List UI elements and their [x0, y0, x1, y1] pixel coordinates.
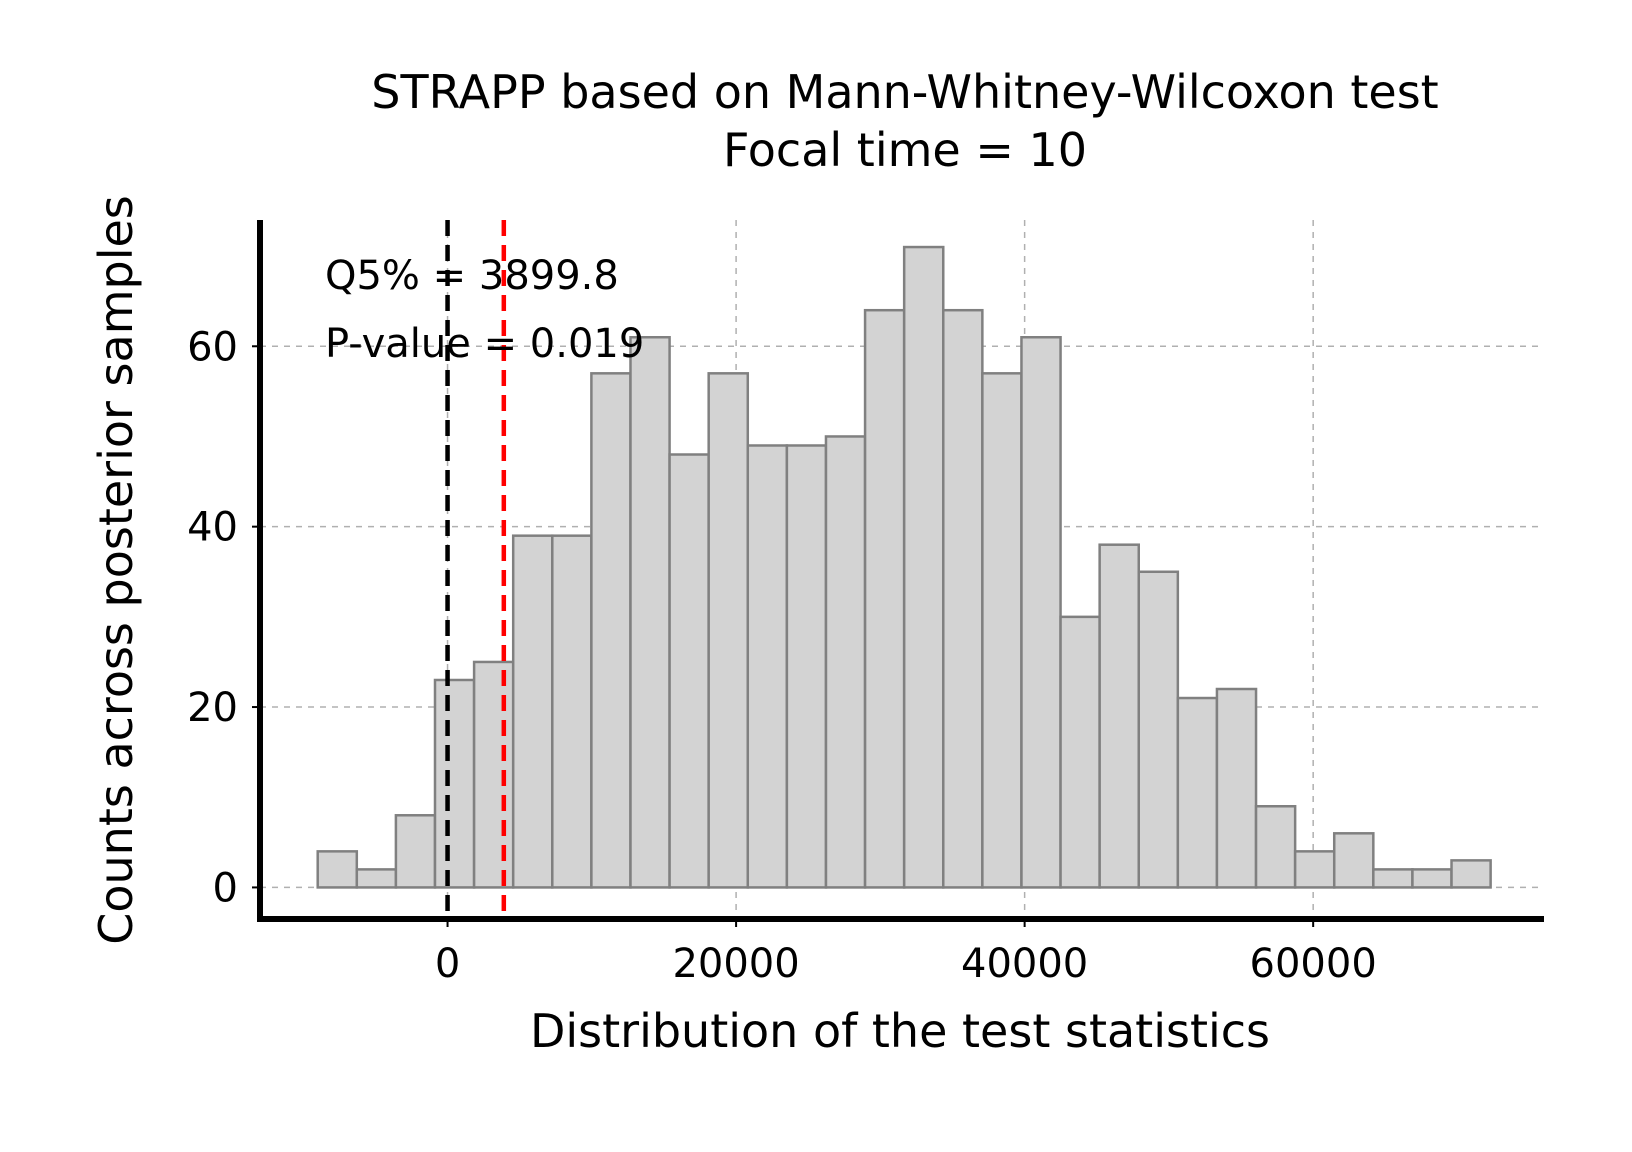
x-ticks: 0 20000 40000 60000: [435, 919, 1377, 987]
histogram-bar: [629, 336, 671, 889]
x-tick-label: 40000: [961, 941, 1088, 987]
y-tick-label: 20: [187, 685, 238, 731]
chart-subtitle: Focal time = 10: [723, 123, 1087, 177]
reference-lines: [445, 220, 507, 919]
histogram-bar: [1020, 336, 1062, 889]
histogram-bar: [785, 444, 828, 889]
histogram-bar: [1450, 859, 1492, 889]
histogram-bar: [511, 534, 554, 889]
histogram-bar: [1293, 850, 1336, 889]
y-axis-label: Counts across posterior samples: [89, 195, 143, 945]
x-tick-label: 0: [435, 941, 460, 987]
histogram-bar: [1137, 570, 1180, 889]
y-tick-label: 40: [187, 505, 238, 551]
histogram-bar: [746, 444, 789, 889]
histogram-bar: [472, 660, 515, 889]
histogram-bar: [942, 308, 984, 889]
histogram-bar: [668, 453, 710, 889]
histogram-bar: [433, 678, 476, 889]
histogram-bar: [1059, 615, 1101, 889]
y-ticks: 0 20 40 60: [187, 324, 260, 911]
histogram-bar: [590, 372, 632, 889]
histogram-bar: [355, 868, 398, 889]
y-tick-label: 0: [213, 865, 238, 911]
x-tick-label: 20000: [672, 941, 799, 987]
histogram-bar: [1332, 832, 1375, 889]
histogram-bar: [902, 245, 945, 889]
q5-annotation: Q5% = 3899.8: [325, 253, 619, 299]
histogram-bar: [1176, 696, 1219, 889]
x-axis-label: Distribution of the test statistics: [530, 1004, 1270, 1058]
chart-title: STRAPP based on Mann-Whitney-Wilcoxon te…: [371, 65, 1438, 119]
histogram-bar: [1098, 543, 1140, 889]
p-value-annotation: P-value = 0.019: [325, 321, 644, 367]
bars: [316, 245, 1492, 889]
histogram-bar: [316, 850, 359, 889]
x-tick-label: 60000: [1250, 941, 1377, 987]
histogram-bar: [394, 814, 437, 889]
histogram-bar: [1215, 687, 1258, 889]
histogram-bar: [863, 308, 906, 889]
histogram-bar: [1411, 868, 1453, 889]
histogram-bar: [1372, 868, 1414, 889]
histogram-bar: [824, 435, 867, 889]
y-tick-label: 60: [187, 324, 238, 370]
histogram-bar: [1254, 805, 1297, 889]
histogram-bar: [707, 372, 750, 889]
histogram-bar: [551, 534, 593, 889]
histogram-bar: [981, 372, 1023, 889]
